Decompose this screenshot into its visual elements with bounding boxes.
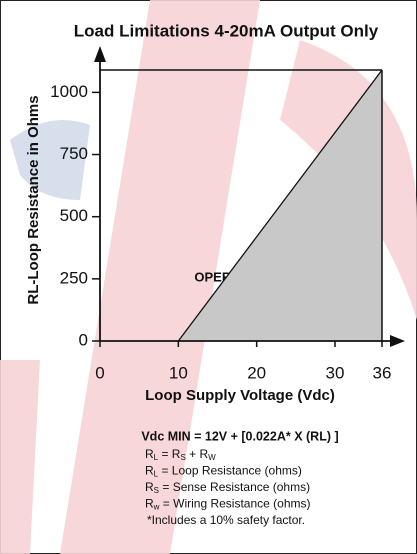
x-tick-label: 0 [95, 363, 104, 382]
y-tick-label: 500 [60, 206, 88, 225]
x-axis-arrow [390, 335, 405, 347]
note-line: *Includes a 10% safety factor. [147, 513, 305, 527]
note-subscript: w [153, 503, 160, 512]
note-text: *Includes a 10% safety factor. [147, 513, 305, 527]
x-axis-label: Loop Supply Voltage (Vdc) [145, 387, 335, 404]
note-text: = R [158, 447, 181, 461]
note-line: Rw = Wiring Resistance (ohms) [145, 497, 311, 512]
note-subscript: S [154, 486, 159, 495]
note-text: R [145, 480, 154, 494]
x-tick-label: 36 [373, 363, 392, 382]
note-line: RL = RS + RW [145, 447, 216, 462]
note-line: RS = Sense Resistance (ohms) [145, 480, 310, 495]
note-line: RL = Loop Resistance (ohms) [145, 464, 302, 479]
y-axis-label: RL-Loop Resistance in Ohms [25, 95, 42, 304]
note-text: R [145, 497, 154, 511]
y-tick-label: 0 [79, 330, 88, 349]
x-tick-label: 20 [247, 363, 266, 382]
y-tick-label: 1000 [50, 82, 88, 101]
x-tick-label: 10 [169, 363, 188, 382]
y-tick-label: 750 [60, 144, 88, 163]
note-text: = Wiring Resistance (ohms) [159, 497, 310, 511]
note-text: R [145, 447, 154, 461]
x-tick-label: 30 [326, 363, 345, 382]
formula: Vdc MIN = 12V + [0.022A* X (RL) ] [141, 429, 338, 443]
chart-title: Load Limitations 4-20mA Output Only [74, 21, 379, 40]
note-text: = Loop Resistance (ohms) [158, 464, 302, 478]
note-subscript: L [154, 470, 159, 479]
note-subscript: S [180, 453, 185, 462]
note-text: + R [186, 447, 209, 461]
area-line [177, 69, 383, 342]
y-axis-arrow [94, 46, 106, 62]
note-subscript: W [208, 453, 216, 462]
y-tick-label: 250 [60, 268, 88, 287]
note-subscript: L [154, 453, 159, 462]
note-text: = Sense Resistance (ohms) [159, 480, 310, 494]
note-text: R [145, 464, 154, 478]
